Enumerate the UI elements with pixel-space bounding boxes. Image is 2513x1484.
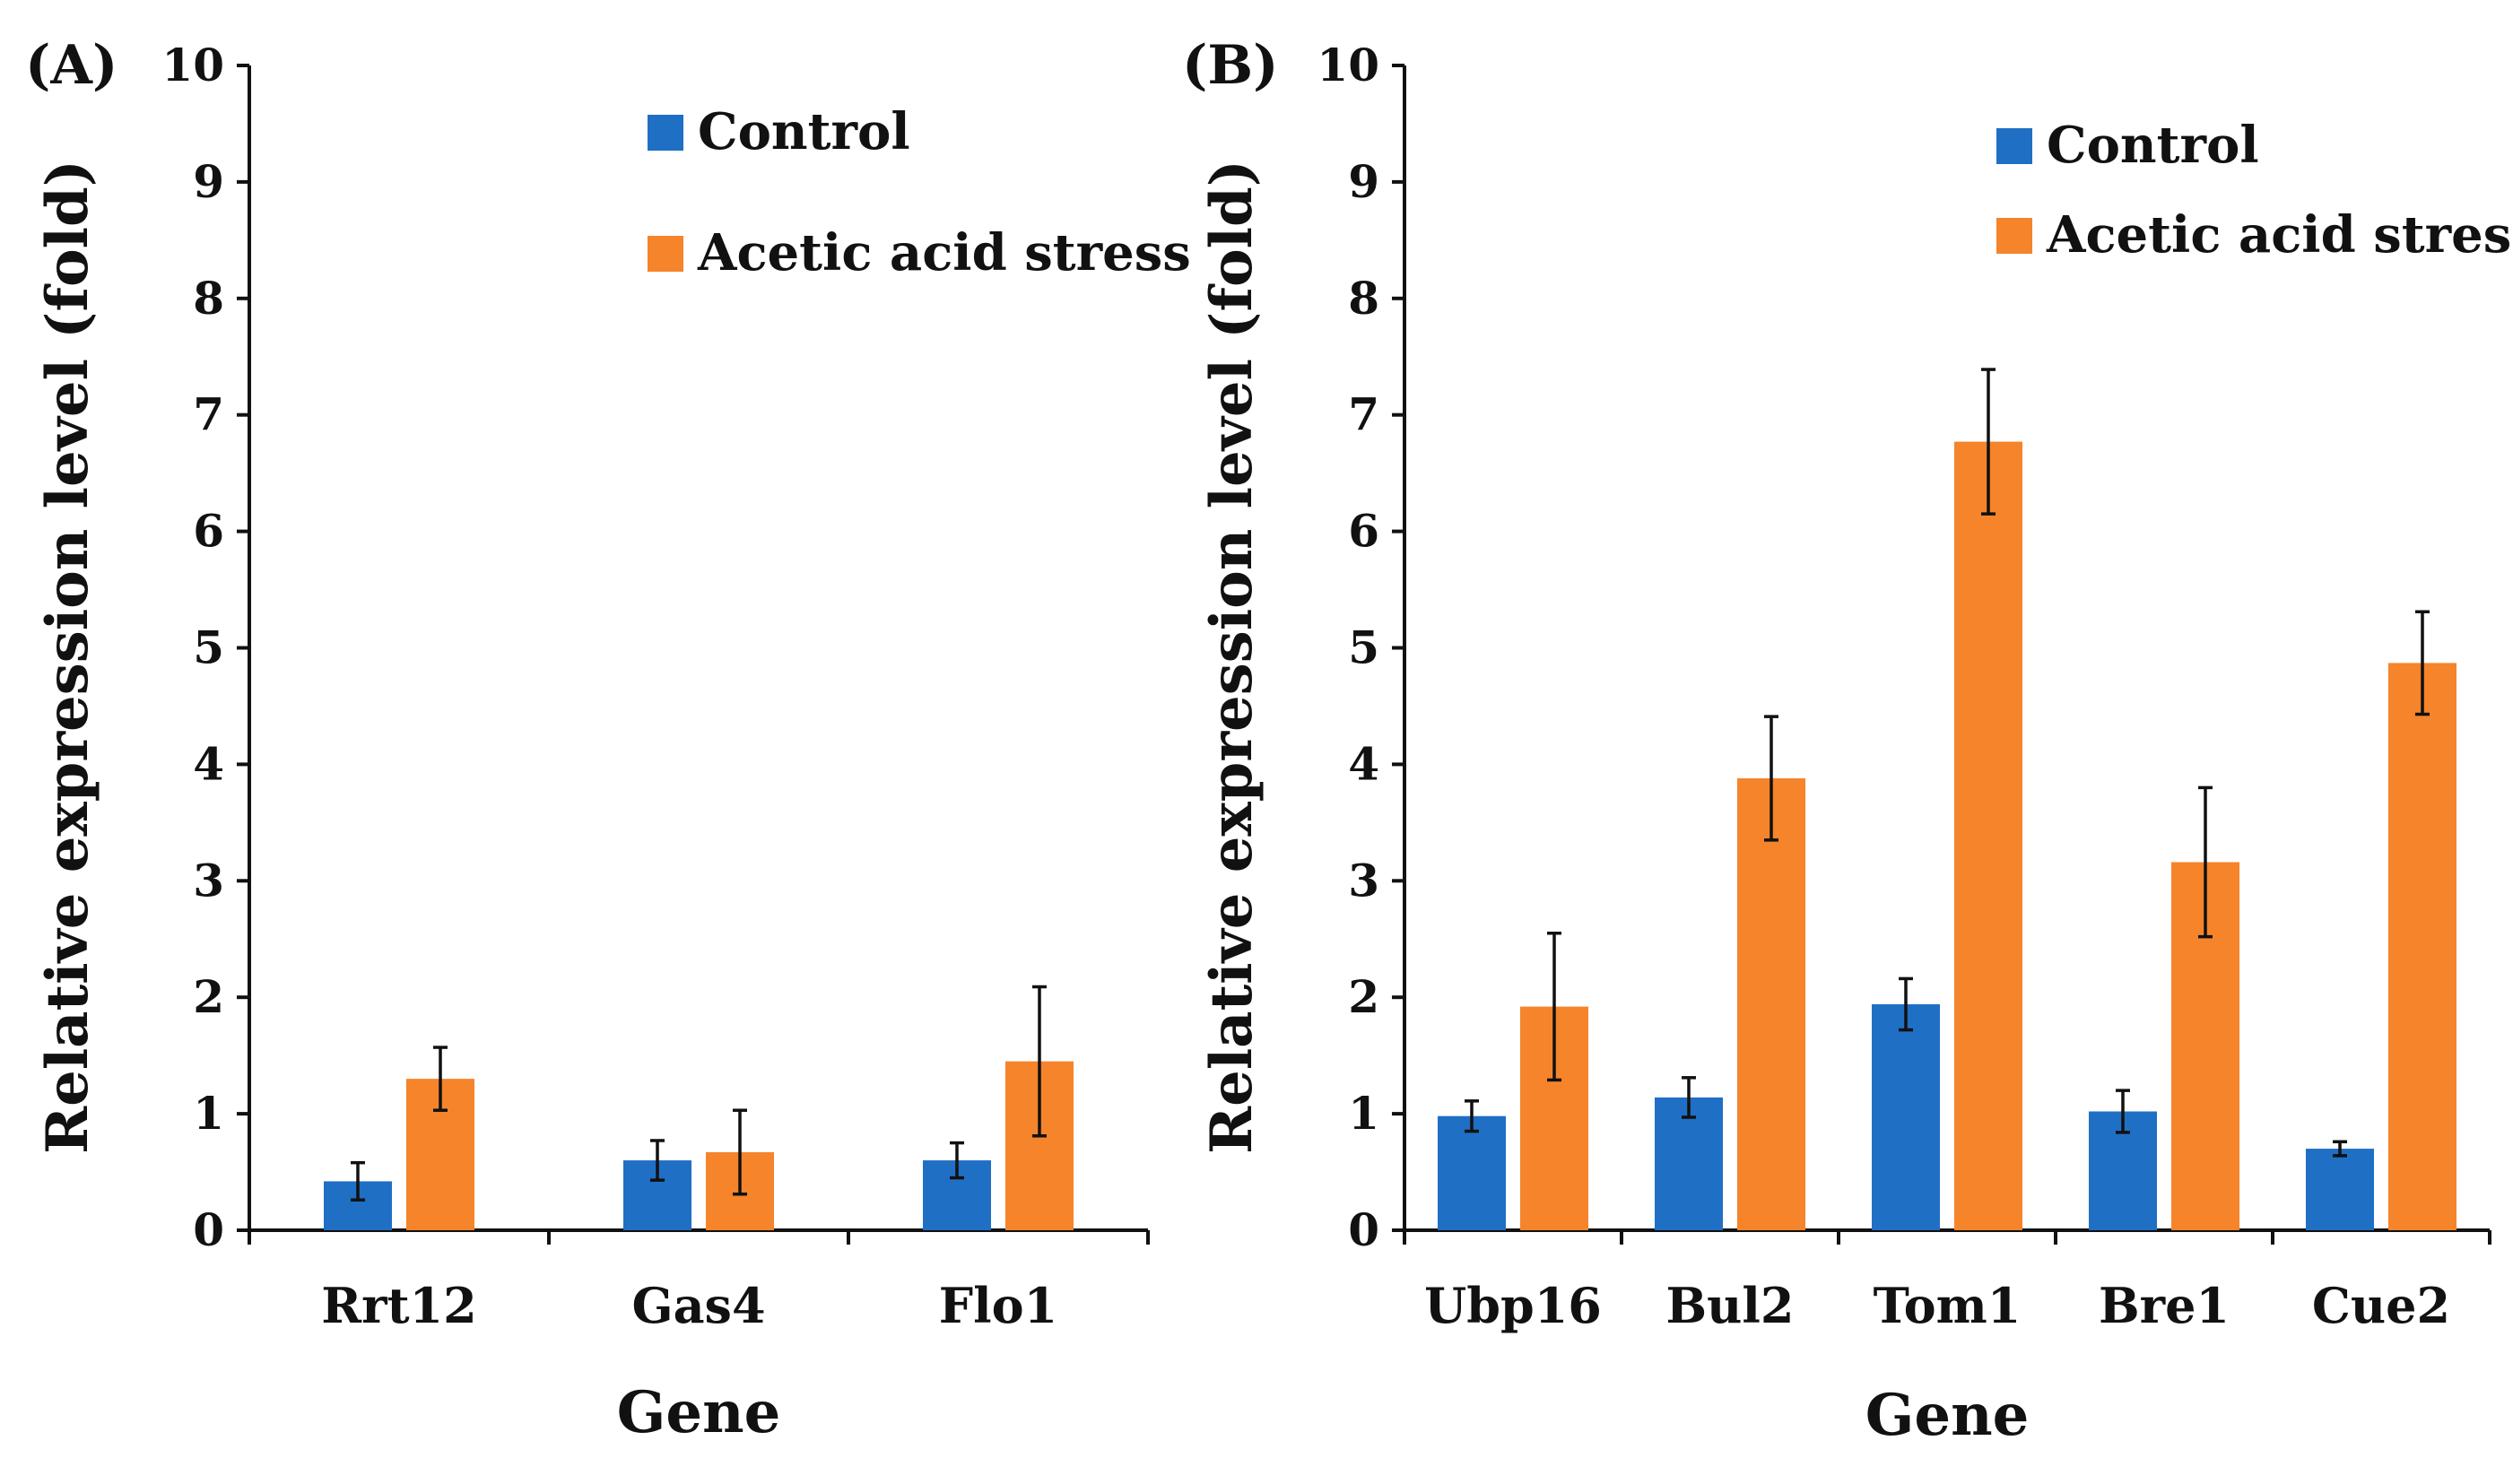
bar-acetic-acid-stress-bul2 [1737, 777, 1805, 1230]
x-axis-title: Gene [617, 1379, 781, 1446]
x-category-label: Bul2 [1666, 1277, 1795, 1334]
y-tick-label: 1 [193, 1087, 224, 1140]
x-category-label: Rrt12 [321, 1277, 476, 1334]
legend-label: Acetic acid stress [697, 223, 1191, 282]
y-tick-label: 0 [193, 1203, 224, 1256]
y-tick-label: 8 [193, 272, 224, 325]
legend-label: Control [2047, 116, 2259, 175]
y-tick-label: 0 [1348, 1203, 1379, 1256]
x-category-label: Gas4 [631, 1277, 765, 1334]
y-tick-label: 3 [193, 854, 224, 907]
legend-label: Control [698, 102, 910, 161]
x-category-label: Tom1 [1874, 1277, 2022, 1334]
legend-swatch-acetic-acid-stress [1996, 218, 2032, 254]
y-tick-label: 9 [193, 155, 224, 208]
y-tick-label: 8 [1348, 272, 1379, 325]
bar-control-cue2 [2306, 1149, 2374, 1230]
legend-label: Acetic acid stress [2046, 205, 2513, 265]
y-tick-label: 5 [193, 621, 224, 674]
y-tick-label: 10 [161, 39, 224, 91]
y-axis-title: Relative expression level (fold) [34, 160, 101, 1154]
bar-control-ubp16 [1438, 1115, 1506, 1230]
y-tick-label: 2 [1348, 970, 1379, 1023]
x-category-label: Flo1 [939, 1277, 1057, 1334]
y-tick-label: 4 [193, 737, 224, 790]
y-tick-label: 7 [1348, 388, 1379, 441]
x-axis-title: Gene [1865, 1382, 2030, 1449]
y-tick-label: 6 [193, 505, 224, 558]
y-tick-label: 7 [193, 388, 224, 441]
bar-control-tom1 [1872, 1003, 1940, 1230]
panel-label: (A) [25, 34, 117, 97]
x-category-label: Ubp16 [1424, 1277, 1602, 1334]
chart-panel-a: (A) 0 1 2 3 4 5 6 7 8 9 10 Rrt12 Gas4 Flo1 Gene Relative… [25, 34, 1191, 1446]
y-tick-label: 3 [1348, 854, 1379, 907]
panel-label: (B) [1182, 34, 1279, 97]
y-tick-label: 9 [1348, 155, 1379, 208]
bar-control-bul2 [1655, 1097, 1723, 1230]
legend-swatch-control [648, 115, 683, 151]
y-tick-label: 1 [1348, 1087, 1379, 1140]
y-tick-label: 6 [1348, 505, 1379, 558]
x-category-label: Bre1 [2099, 1277, 2230, 1334]
y-axis-title: Relative expression level (fold) [1198, 160, 1265, 1154]
y-tick-label: 4 [1348, 737, 1379, 790]
y-tick-label: 2 [193, 970, 224, 1023]
x-category-label: Cue2 [2312, 1277, 2450, 1334]
bar-acetic-acid-stress-tom1 [1954, 441, 2022, 1230]
chart-panel-b: (B) 0 1 2 3 4 5 6 7 8 9 10 Ubp16 Bul2 Tom1 Bre1 Cue2 Gene… [1182, 34, 2513, 1449]
y-tick-label: 5 [1348, 621, 1379, 674]
y-tick-label: 10 [1317, 39, 1379, 91]
bar-acetic-acid-stress-cue2 [2388, 663, 2456, 1230]
legend-swatch-control [1996, 128, 2032, 164]
legend-swatch-acetic-acid-stress [648, 236, 683, 272]
